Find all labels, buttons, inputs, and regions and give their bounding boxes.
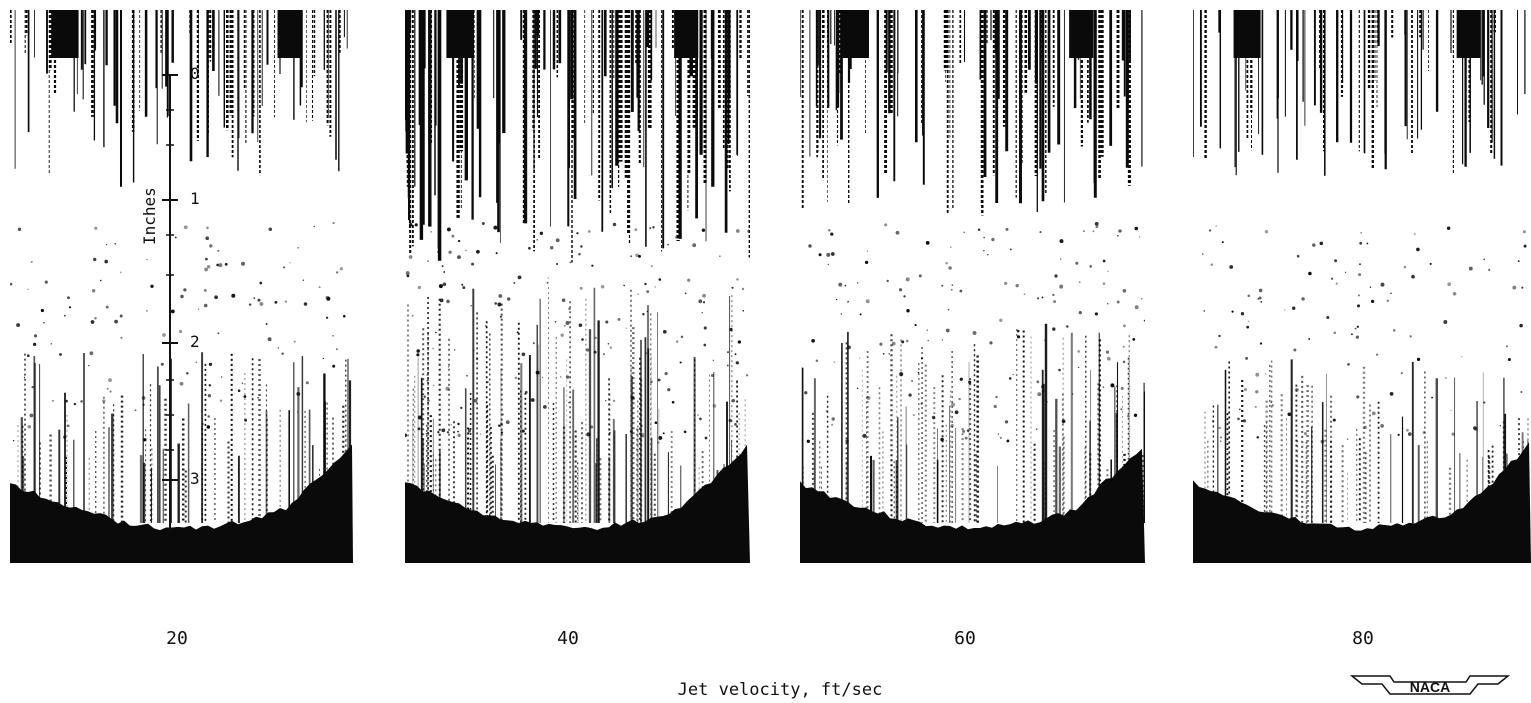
- spray-photograph: [1193, 10, 1531, 563]
- velocity-label-20: 20: [166, 628, 188, 649]
- velocity-label-60: 60: [954, 628, 976, 649]
- velocity-label-80: 80: [1352, 628, 1374, 649]
- x-axis-label: Jet velocity, ft/sec: [677, 680, 883, 700]
- photo-panel-20: [10, 10, 353, 563]
- scale-tick-2: 2: [190, 332, 200, 351]
- scale-tick-0: 0: [190, 64, 200, 83]
- photo-panel-80: [1193, 10, 1531, 563]
- scale-tick-3: 3: [190, 469, 200, 488]
- photo-panel-40: [405, 10, 750, 563]
- naca-logo-text: NACA: [1410, 679, 1450, 695]
- spray-photograph: [800, 10, 1145, 563]
- velocity-label-40: 40: [557, 628, 579, 649]
- scale-tick-1: 1: [190, 189, 200, 208]
- naca-logo: NACA: [1350, 675, 1510, 695]
- inch-scale: [162, 74, 178, 530]
- spray-photograph: [405, 10, 750, 563]
- spray-photograph: [10, 10, 353, 563]
- photo-panel-60: [800, 10, 1145, 563]
- scale-title: Inches: [140, 187, 159, 245]
